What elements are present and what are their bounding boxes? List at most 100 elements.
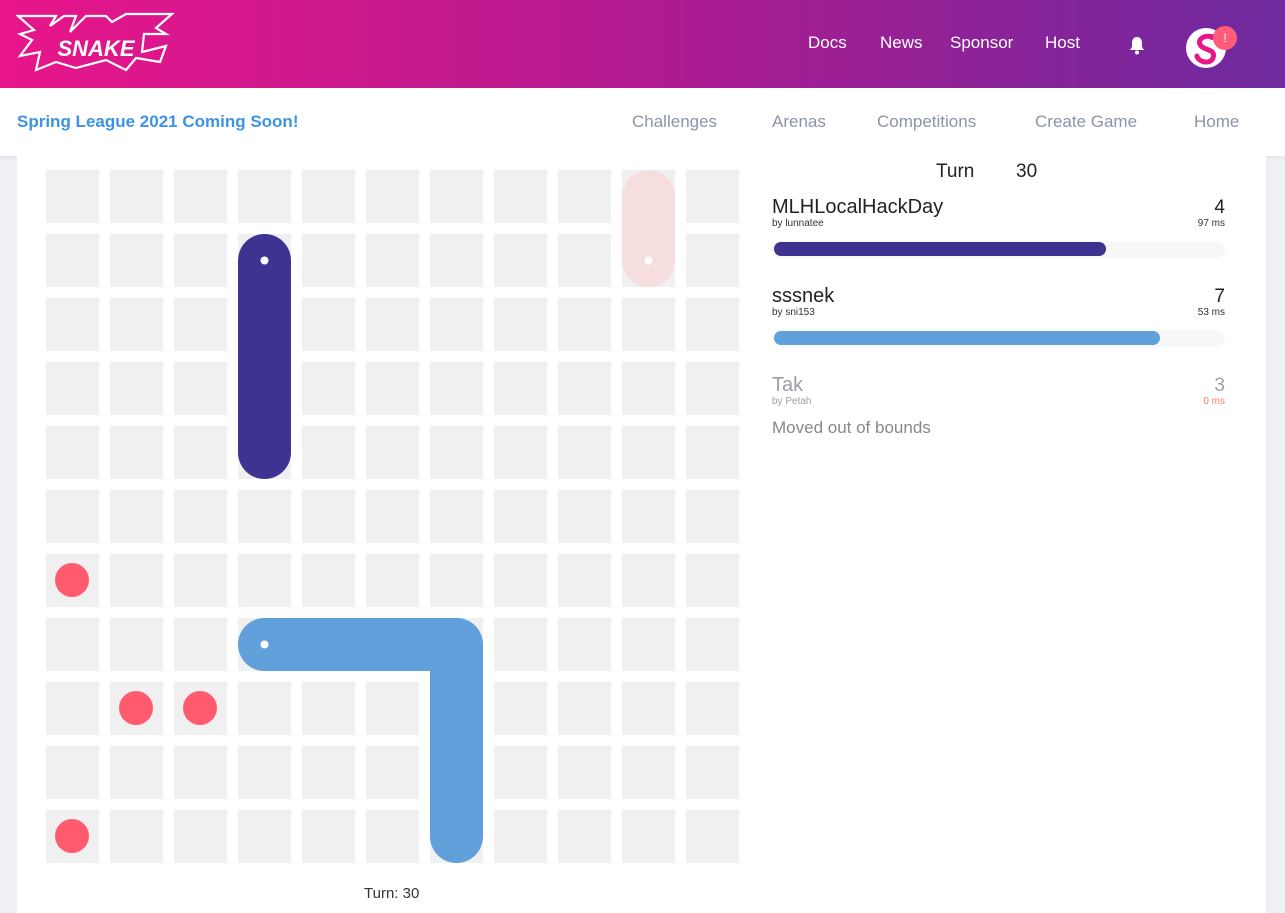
board-cell	[558, 170, 611, 223]
board-cell	[174, 618, 227, 671]
food-pellet	[55, 563, 89, 597]
board-cell	[46, 682, 99, 735]
board-cell	[238, 490, 291, 543]
snake-author: by Petah	[772, 396, 812, 407]
league-announcement-link[interactable]: Spring League 2021 Coming Soon!	[17, 112, 299, 131]
board-cell	[430, 362, 483, 415]
board-cell	[46, 170, 99, 223]
board-cell	[302, 426, 355, 479]
board-cell	[110, 170, 163, 223]
board-cell	[174, 810, 227, 863]
board-cell	[302, 298, 355, 351]
board-cell	[430, 490, 483, 543]
board-cell	[46, 234, 99, 287]
board-cell	[46, 746, 99, 799]
board-cell	[174, 362, 227, 415]
death-reason: Moved out of bounds	[772, 418, 931, 437]
board-cell	[494, 170, 547, 223]
board-cell	[686, 170, 739, 223]
board-cell	[558, 554, 611, 607]
board-cell	[686, 490, 739, 543]
board-cell	[174, 298, 227, 351]
board-cell	[558, 362, 611, 415]
board-cell	[558, 746, 611, 799]
board-cell	[366, 682, 419, 735]
health-bar-fill	[774, 242, 1106, 256]
nav-competitions[interactable]: Competitions	[877, 112, 977, 131]
snakes-layer	[238, 170, 675, 863]
board-cell	[558, 490, 611, 543]
board-cell	[686, 618, 739, 671]
board-cell	[622, 682, 675, 735]
food-pellet	[119, 691, 153, 725]
board-cell	[302, 362, 355, 415]
nav-create-game[interactable]: Create Game	[1035, 112, 1138, 131]
board-cell	[494, 362, 547, 415]
board-cell	[686, 362, 739, 415]
nav-news[interactable]: News	[880, 33, 923, 52]
food-pellet	[183, 691, 217, 725]
board-cell	[174, 554, 227, 607]
board-cell	[622, 746, 675, 799]
board-cell	[494, 618, 547, 671]
snake-name: sssnek	[772, 285, 835, 307]
board-cell	[494, 234, 547, 287]
board-cell	[686, 810, 739, 863]
board-cell	[238, 746, 291, 799]
board-cell	[302, 746, 355, 799]
snake-latency: 53 ms	[1197, 307, 1225, 318]
snake-head-eye	[644, 256, 653, 265]
board-cell	[558, 234, 611, 287]
board-cell	[366, 170, 419, 223]
health-bar	[772, 241, 1225, 258]
board-cell	[174, 426, 227, 479]
board-cell	[622, 298, 675, 351]
logo-wordmark: SNAKE	[57, 36, 135, 61]
snake-head-eye	[260, 640, 269, 649]
health-bar	[772, 330, 1225, 347]
board-cell	[622, 554, 675, 607]
nav-arenas[interactable]: Arenas	[772, 112, 826, 131]
board-cell	[366, 746, 419, 799]
nav-challenges[interactable]: Challenges	[632, 112, 718, 131]
nav-home[interactable]: Home	[1194, 112, 1240, 131]
snake-author: by lunnatee	[772, 218, 824, 229]
board-cell	[46, 618, 99, 671]
notification-badge: !	[1213, 26, 1237, 50]
board-cell	[366, 554, 419, 607]
board-cell	[302, 490, 355, 543]
board-cell	[46, 426, 99, 479]
board-cell	[366, 298, 419, 351]
board-cell	[686, 234, 739, 287]
snake-latency: 97 ms	[1197, 218, 1225, 229]
board-cell	[174, 170, 227, 223]
board-cell	[174, 234, 227, 287]
board-cell	[686, 298, 739, 351]
board-cell	[558, 618, 611, 671]
snake-length: 3	[1214, 375, 1225, 396]
top-navbar: SNAKE Docs News Sponsor Host !	[0, 0, 1285, 88]
nav-host[interactable]: Host	[1045, 33, 1080, 52]
board-cell	[686, 746, 739, 799]
board-cell	[494, 490, 547, 543]
board-cell	[238, 554, 291, 607]
board-cell	[558, 810, 611, 863]
board-cell	[110, 298, 163, 351]
board-cell	[366, 234, 419, 287]
board-cell	[494, 682, 547, 735]
nav-sponsor[interactable]: Sponsor	[950, 33, 1014, 52]
board-cell	[558, 298, 611, 351]
board-cell	[302, 170, 355, 223]
board-cell	[174, 746, 227, 799]
board-cell	[366, 810, 419, 863]
nav-docs[interactable]: Docs	[808, 33, 847, 52]
board-cell	[686, 682, 739, 735]
board-cell	[430, 426, 483, 479]
bell-icon[interactable]	[1127, 35, 1147, 55]
board-cell	[238, 810, 291, 863]
snake-latency: 0 ms	[1203, 396, 1225, 407]
board-cell	[302, 810, 355, 863]
battlesnake-logo[interactable]: SNAKE	[16, 12, 176, 72]
board-cell	[558, 426, 611, 479]
board-cell	[110, 810, 163, 863]
